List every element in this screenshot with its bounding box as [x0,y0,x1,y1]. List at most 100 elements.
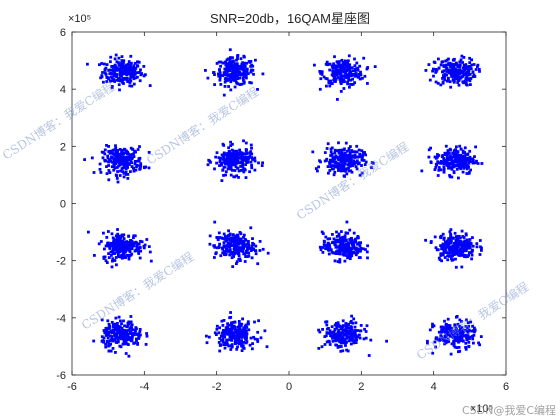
scatter-point [232,247,236,251]
scatter-point [457,346,461,349]
scatter-point [446,326,449,329]
scatter-point [326,248,330,251]
scatter-point [242,70,246,74]
scatter-point [122,66,126,70]
scatter-point [248,154,252,158]
scatter-point [117,336,120,340]
scatter-point [365,67,369,71]
scatter-point [235,81,239,85]
scatter-point [468,171,471,174]
scatter-point [324,77,328,80]
scatter-point [213,244,216,247]
scatter-point [345,172,349,176]
scatter-point [445,322,448,326]
scatter-point [115,66,118,70]
scatter-point [439,83,443,87]
scatter-point [328,243,331,247]
scatter-point [451,247,455,251]
scatter-point [109,250,113,254]
scatter-point [257,319,260,323]
scatter-point [135,163,139,167]
scatter-point [224,343,228,347]
scatter-point [113,159,117,163]
scatter-point [114,68,118,71]
scatter-point [120,59,124,62]
scatter-point [354,72,358,75]
scatter-point [249,160,253,164]
scatter-point [237,156,241,160]
scatter-point [321,232,325,235]
scatter-point [233,249,237,253]
scatter-point [333,55,336,59]
scatter-point [453,323,457,327]
scatter-point [244,341,248,345]
scatter-point [363,163,367,166]
scatter-point [336,346,340,349]
scatter-point [326,237,330,241]
scatter-point [244,141,248,145]
scatter-point [245,76,248,80]
scatter-point [441,77,444,80]
scatter-point [133,61,137,65]
scatter-point [446,258,450,262]
scatter-point [249,69,253,73]
scatter-point [448,329,451,333]
scatter-point [252,335,255,339]
scatter-point [369,338,373,342]
scatter-point [225,247,229,250]
scatter-point [338,260,342,264]
scatter-point [449,241,453,245]
scatter-point [248,61,252,64]
scatter-point [125,69,129,73]
scatter-point [461,250,465,253]
scatter-point [454,148,457,152]
scatter-point [236,77,240,81]
scatter-point [236,236,240,240]
scatter-point [120,322,123,326]
scatter-point [347,147,351,150]
scatter-point [440,155,444,159]
scatter-point [112,164,116,167]
scatter-point [457,83,461,87]
scatter-point [337,232,341,236]
scatter-point [135,71,139,74]
scatter-point [116,170,119,173]
scatter-point [235,154,239,157]
scatter-point [221,324,225,327]
scatter-point [344,231,348,235]
scatter-point [459,58,463,62]
scatter-point [125,63,129,67]
scatter-point [346,80,349,84]
scatter-point [326,165,330,168]
scatter-point [443,151,447,155]
scatter-point [353,325,357,329]
scatter-point [361,76,364,80]
scatter-point [218,236,222,239]
scatter-point [341,319,345,323]
scatter-point [446,254,449,258]
scatter-point [330,154,334,158]
scatter-point [328,68,332,72]
scatter-point [336,76,340,79]
scatter-point [318,245,322,249]
scatter-point [250,166,254,170]
scatter-point [137,332,140,336]
scatter-point [228,253,232,257]
y-tick-label: 2 [60,141,66,153]
scatter-point [213,256,216,259]
scatter-point [343,152,347,155]
scatter-point [242,239,246,243]
scatter-point [464,247,468,251]
scatter-point [222,174,225,177]
scatter-point [221,74,224,77]
scatter-point [122,175,126,179]
scatter-point [341,164,345,168]
scatter-point [127,162,131,166]
scatter-point [337,234,341,238]
scatter-point [346,349,350,353]
scatter-point [341,329,345,333]
scatter-point [117,252,120,256]
scatter-point [127,234,131,238]
scatter-point [126,152,129,156]
scatter-point [359,324,363,327]
